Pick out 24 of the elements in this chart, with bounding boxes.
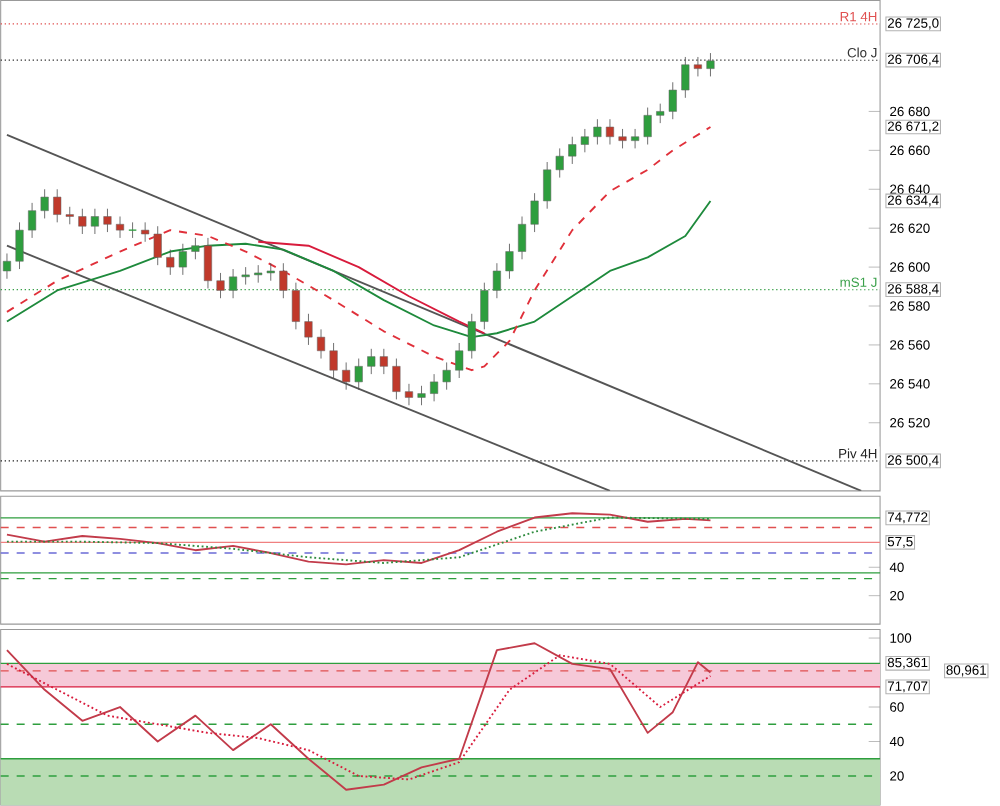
candlestick bbox=[505, 243, 514, 280]
candlestick bbox=[103, 208, 112, 233]
candlestick bbox=[404, 383, 414, 406]
candlestick bbox=[392, 358, 401, 400]
candlestick bbox=[2, 253, 11, 280]
line-series bbox=[257, 240, 486, 335]
candlestick bbox=[417, 385, 426, 406]
candlestick bbox=[304, 313, 313, 346]
line-series bbox=[6, 126, 712, 372]
candlestick bbox=[706, 52, 715, 77]
candlestick bbox=[203, 237, 212, 289]
candlestick bbox=[593, 118, 602, 145]
candlestick bbox=[40, 188, 49, 219]
candlestick bbox=[128, 222, 138, 239]
candlestick bbox=[216, 272, 225, 299]
candlestick bbox=[329, 342, 338, 379]
candlestick bbox=[316, 329, 326, 359]
candlestick bbox=[28, 202, 37, 239]
candlestick bbox=[618, 128, 627, 149]
candlestick bbox=[605, 118, 614, 145]
candlestick bbox=[517, 216, 527, 260]
candlestick bbox=[191, 237, 200, 260]
candlestick bbox=[115, 216, 125, 239]
candlestick bbox=[530, 192, 539, 233]
